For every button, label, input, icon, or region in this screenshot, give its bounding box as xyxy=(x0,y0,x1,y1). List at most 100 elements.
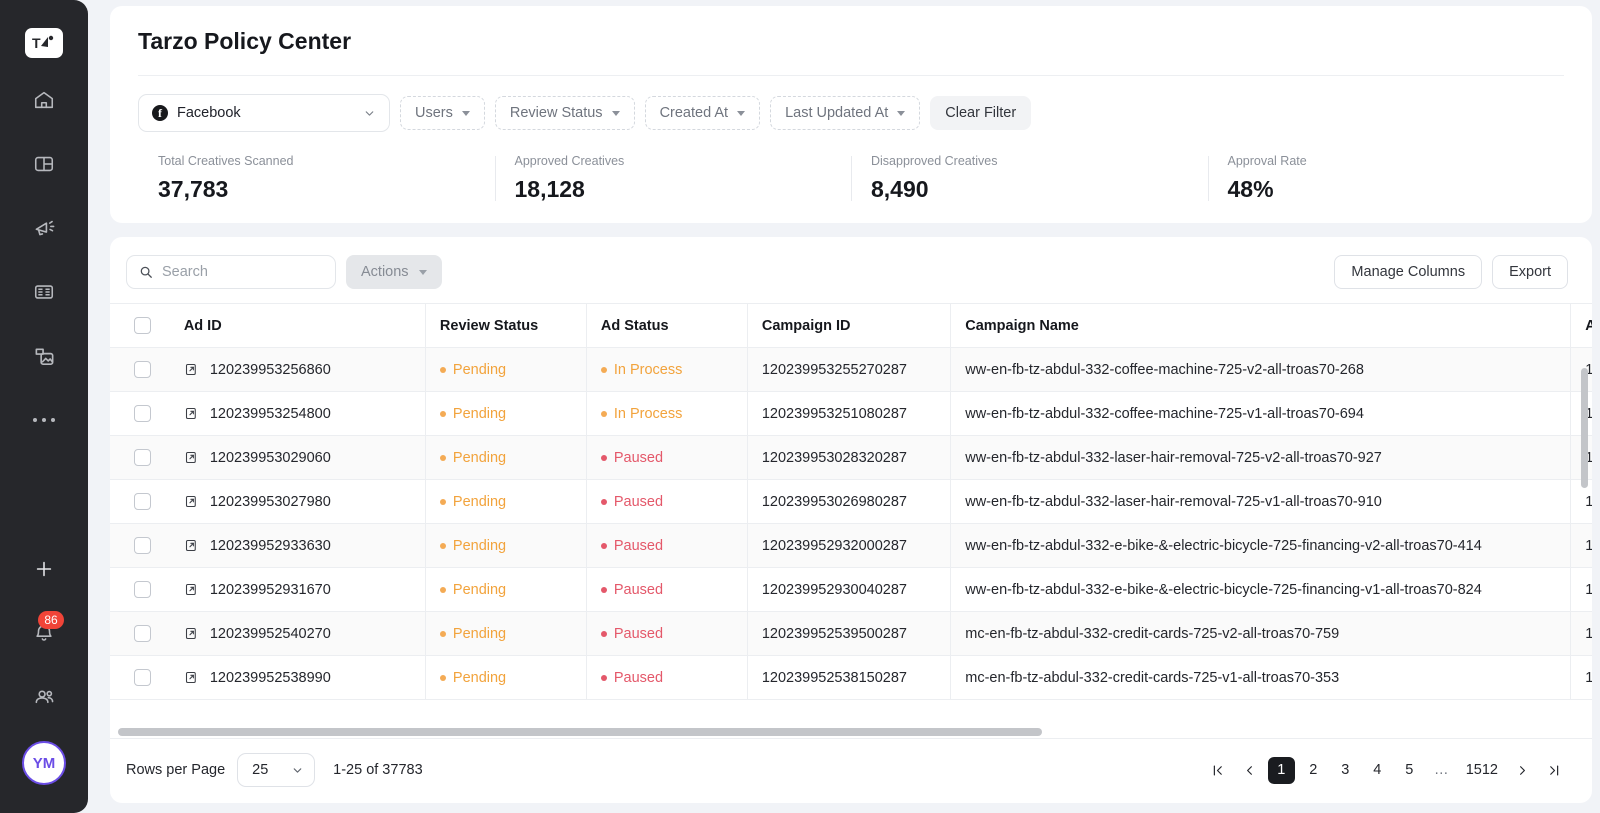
clear-filter-button[interactable]: Clear Filter xyxy=(930,96,1032,130)
horizontal-scrollbar-thumb[interactable] xyxy=(118,728,1042,736)
app-logo[interactable]: T xyxy=(25,28,63,58)
previous-page-button[interactable] xyxy=(1236,757,1263,784)
vertical-scrollbar-thumb[interactable] xyxy=(1581,368,1588,488)
sidebar-item-campaigns[interactable] xyxy=(22,206,66,250)
actions-button[interactable]: Actions xyxy=(346,255,442,289)
export-button[interactable]: Export xyxy=(1492,255,1568,289)
cell-campaign-id: 120239953028320287 xyxy=(747,435,952,480)
cell-ad-account-id: 1150427020589725 xyxy=(1570,655,1592,700)
table-header-row: Ad ID Review Status Ad Status Campaign I… xyxy=(110,304,1592,348)
filter-chip-last-updated-at-label: Last Updated At xyxy=(785,105,889,121)
open-external-icon[interactable] xyxy=(184,582,199,597)
open-external-icon[interactable] xyxy=(184,538,199,553)
svg-text:T: T xyxy=(32,35,41,51)
page-button-1[interactable]: 1 xyxy=(1267,756,1295,784)
rows-per-page-select[interactable]: 25 xyxy=(237,753,316,787)
row-checkbox[interactable] xyxy=(134,625,151,642)
search-box[interactable] xyxy=(126,255,336,289)
table-vertical-scrollbar[interactable] xyxy=(1581,368,1588,718)
table-row[interactable]: 120239952540270 Pending Paused 120239952539… xyxy=(110,611,1592,656)
caret-down-icon xyxy=(418,269,427,275)
open-external-icon[interactable] xyxy=(184,450,199,465)
sidebar-item-team[interactable] xyxy=(22,675,66,719)
cell-campaign-name: ww-en-fb-tz-abdul-332-laser-hair-removal… xyxy=(950,479,1572,524)
row-checkbox[interactable] xyxy=(134,405,151,422)
open-external-icon[interactable] xyxy=(184,406,199,421)
select-all-checkbox[interactable] xyxy=(134,317,151,334)
stat-label: Approval Rate xyxy=(1227,154,1307,168)
row-checkbox[interactable] xyxy=(134,669,151,686)
table-row[interactable]: 120239952933630 Pending Paused 120239952932… xyxy=(110,523,1592,568)
filter-chip-review-status[interactable]: Review Status xyxy=(494,96,635,130)
cell-ad-status: In Process xyxy=(586,347,748,392)
first-page-button[interactable] xyxy=(1204,757,1231,784)
table-row[interactable]: 120239953027980 Pending Paused 120239953026… xyxy=(110,479,1592,524)
page-button-3[interactable]: 3 xyxy=(1332,757,1359,784)
manage-columns-button[interactable]: Manage Columns xyxy=(1334,255,1483,289)
table-row[interactable]: 120239953029060 Pending Paused 120239953028… xyxy=(110,435,1592,480)
row-checkbox[interactable] xyxy=(134,493,151,510)
stats-row: Total Creatives Scanned 37,783 Approved … xyxy=(138,132,1564,203)
platform-filter-select[interactable]: f Facebook xyxy=(138,94,390,132)
cell-campaign-id: 120239953251080287 xyxy=(747,391,952,436)
sidebar-item-more[interactable] xyxy=(22,398,66,442)
filter-chip-created-at[interactable]: Created At xyxy=(644,96,761,130)
row-checkbox[interactable] xyxy=(134,581,151,598)
table-horizontal-scrollbar[interactable] xyxy=(110,726,1592,738)
cell-campaign-id: 120239952539500287 xyxy=(747,611,952,656)
filter-chip-last-updated-at[interactable]: Last Updated At xyxy=(770,96,921,130)
column-header-ad-id[interactable]: Ad ID xyxy=(169,304,426,348)
cell-ad-id: 120239953029060 xyxy=(169,435,426,480)
cell-ad-status: Paused xyxy=(586,655,748,700)
cell-ad-status: In Process xyxy=(586,391,748,436)
sidebar-item-reports[interactable] xyxy=(22,270,66,314)
review-status-text: Pending xyxy=(452,493,507,510)
cell-review-status: Pending xyxy=(425,435,587,480)
stat-label: Disapproved Creatives xyxy=(871,154,998,168)
sidebar-notifications-button[interactable]: 86 xyxy=(22,611,66,655)
row-select-cell xyxy=(110,479,170,524)
page-button-2[interactable]: 2 xyxy=(1300,757,1327,784)
page-button-1512[interactable]: 1512 xyxy=(1460,757,1504,784)
table-scroll-area[interactable]: Ad ID Review Status Ad Status Campaign I… xyxy=(110,303,1592,738)
next-page-button[interactable] xyxy=(1509,757,1536,784)
pagination: 1 2 3 4 5… 1512 xyxy=(1204,756,1568,784)
table-row[interactable]: 120239952931670 Pending Paused 120239952930… xyxy=(110,567,1592,612)
row-checkbox[interactable] xyxy=(134,361,151,378)
caret-down-icon xyxy=(897,110,906,116)
avatar[interactable]: YM xyxy=(22,741,66,785)
row-checkbox[interactable] xyxy=(134,537,151,554)
page-button-4[interactable]: 4 xyxy=(1364,757,1391,784)
sidebar-item-creatives[interactable] xyxy=(22,334,66,378)
search-input[interactable] xyxy=(162,264,323,280)
column-header-review-status[interactable]: Review Status xyxy=(425,304,587,348)
open-external-icon[interactable] xyxy=(184,494,199,509)
row-select-cell xyxy=(110,567,170,612)
cell-ad-id: 120239952540270 xyxy=(169,611,426,656)
open-external-icon[interactable] xyxy=(184,362,199,377)
filter-chip-users[interactable]: Users xyxy=(400,96,485,130)
table-row[interactable]: 120239953254800 Pending In Process 12023995… xyxy=(110,391,1592,436)
stat-disapproved-creatives: Disapproved Creatives 8,490 xyxy=(851,154,1208,203)
actions-button-label: Actions xyxy=(361,264,409,280)
column-header-campaign-name[interactable]: Campaign Name xyxy=(950,304,1572,348)
cell-ad-account-id: 1150427020589725 xyxy=(1570,611,1592,656)
column-header-ad-status[interactable]: Ad Status xyxy=(586,304,748,348)
search-icon xyxy=(140,266,152,278)
row-checkbox[interactable] xyxy=(134,449,151,466)
more-icon xyxy=(33,418,55,422)
cell-campaign-id: 120239952930040287 xyxy=(747,567,952,612)
row-select-cell xyxy=(110,655,170,700)
column-header-campaign-id[interactable]: Campaign ID xyxy=(747,304,952,348)
sidebar-add-button[interactable] xyxy=(22,547,66,591)
sidebar-item-dashboard[interactable] xyxy=(22,142,66,186)
column-header-ad-account-id[interactable]: Ad Account ID xyxy=(1570,304,1592,348)
review-status-text: Pending xyxy=(452,537,507,554)
sidebar-item-home[interactable] xyxy=(22,78,66,122)
last-page-button[interactable] xyxy=(1541,757,1568,784)
table-row[interactable]: 120239952538990 Pending Paused 120239952538… xyxy=(110,655,1592,700)
open-external-icon[interactable] xyxy=(184,670,199,685)
page-button-5[interactable]: 5 xyxy=(1396,757,1423,784)
open-external-icon[interactable] xyxy=(184,626,199,641)
table-row[interactable]: 120239953256860 Pending In Process 12023995… xyxy=(110,347,1592,392)
